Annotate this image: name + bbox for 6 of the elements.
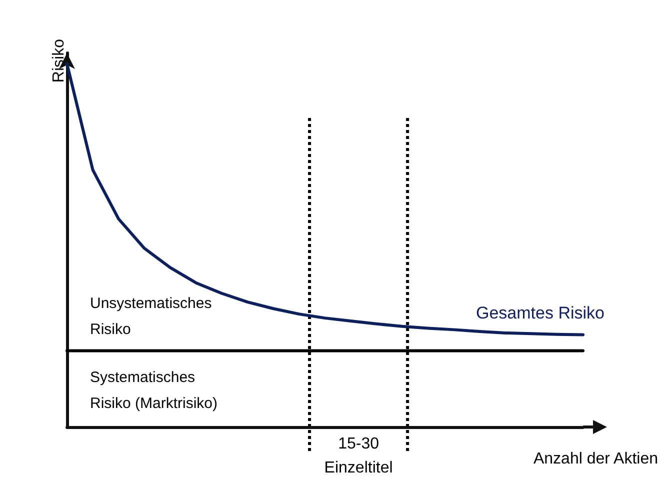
annotation: Unsystematisches Risiko	[90, 295, 212, 338]
text: 15-30 Einzeltitel	[324, 436, 393, 476]
y-axis-title: Risiko	[50, 38, 68, 83]
series-label: Gesamtes Risiko	[476, 303, 604, 322]
x-axis-title: Anzahl der Aktien	[533, 450, 658, 468]
annotation: Systematisches Risiko (Marktrisiko)	[90, 369, 218, 412]
